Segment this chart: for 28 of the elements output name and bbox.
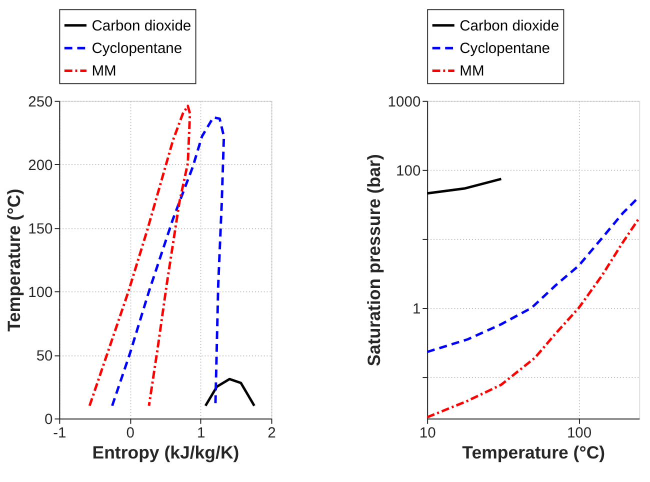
x-tick-label: 0 [126,426,134,442]
x-tick-label: 2 [268,426,276,442]
y-tick-label: 200 [28,158,53,174]
legend-label: Cyclopentane [92,41,182,58]
y-axis-title: Saturation pressure (bar) [364,154,384,366]
y-tick-label: 250 [28,94,53,110]
y-tick-label: 1000 [388,94,421,110]
x-tick-label: 10 [419,426,436,442]
legend-label: Carbon dioxide [92,18,192,34]
legend-label: Carbon dioxide [460,18,560,34]
x-axis-title: Entropy (kJ/kg/K) [92,442,240,462]
y-tick-label: 100 [396,163,421,180]
y-tick-label: 150 [28,221,53,238]
x-tick-label: 100 [566,426,592,442]
y-tick-label: 1 [412,301,421,318]
x-tick-label: -1 [53,426,66,442]
x-axis-title: Temperature (°C) [462,442,606,462]
y-axis-title: Temperature (°C) [4,188,24,332]
legend-label: MM [460,64,484,80]
line-series [88,104,192,407]
y-tick-label: 100 [28,284,53,301]
y-tick-label: 0 [44,412,53,428]
line-series [110,116,226,407]
legend-label: Cyclopentane [460,41,550,58]
y-tick-label: 50 [36,348,53,364]
legend-label: MM [92,64,116,80]
line-series [204,378,256,407]
x-tick-label: 1 [196,426,206,442]
